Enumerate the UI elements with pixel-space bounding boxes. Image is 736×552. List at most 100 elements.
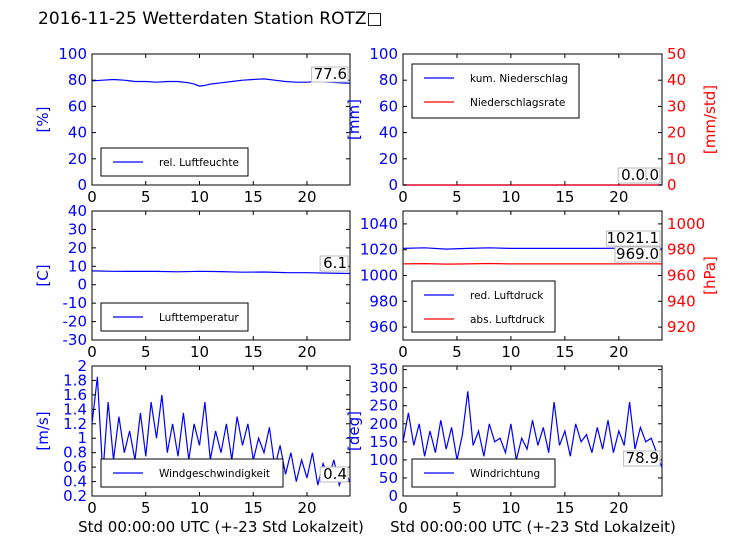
legend-box [411, 280, 556, 333]
panel-wind-direction: 0 5 10 15 20050100150200250300350[deg]Windri… [345, 361, 663, 517]
y-tick-label: 1 [77, 429, 87, 447]
x-tick-label: 10 [190, 499, 209, 517]
y-tick-label: 20 [68, 239, 87, 257]
panel-pressure: 0 5 10 15 20 960 980 1000 1020 1040 920 940 960 980 10… [360, 210, 719, 361]
value-annotation-box [319, 255, 349, 272]
x-axis-label-left: Std 00:00:00 UTC (+-23 Std Lokalzeit) [78, 518, 364, 536]
x-tick-label: 0 [87, 343, 97, 361]
panel-precipitation: 0 5 10 15 20 0 20 40 60 80 100 0 10 20 30 40 50 [mm] [mm/s… [345, 45, 719, 206]
y-tick-label: 40 [68, 202, 87, 220]
panel-humidity: 0 5 10 15 20 0 20 40 60 80 100 [%] rel. Luftfeuchte 7… [34, 45, 351, 206]
y-tick-label: -30 [63, 331, 88, 349]
y-tick-label: 150 [369, 433, 398, 451]
x-tick-label: 0 [87, 188, 97, 206]
x-tick-label: 5 [141, 343, 151, 361]
y-tick-label: 100 [369, 45, 398, 63]
figure-title-text: 2016-11-25 Wetterdaten Station ROTZ [38, 9, 367, 29]
x-tick-label: 20 [297, 499, 316, 517]
series-line [91, 270, 351, 275]
series-line [402, 262, 663, 265]
y-tick-label: 0.6 [63, 458, 87, 476]
y-tick-label: 20 [68, 150, 87, 168]
value-annotation: 77.6 [314, 65, 347, 83]
x-tick-label: 20 [297, 343, 316, 361]
x-tick-label: 10 [190, 343, 209, 361]
value-annotation-box [605, 230, 661, 247]
x-tick-label: 20 [609, 188, 628, 206]
x-tick-label: 15 [555, 188, 574, 206]
y-tick-label: 60 [68, 97, 87, 115]
y-axis-label: [%] [34, 107, 52, 133]
y2-tick-label: 10 [667, 150, 686, 168]
y-tick-label: 40 [68, 124, 87, 142]
legend-label: Lufttemperatur [159, 312, 239, 324]
value-annotation: 0.4 [323, 465, 347, 483]
y-tick-label: 60 [379, 97, 398, 115]
y-tick-label: 80 [68, 71, 87, 89]
y-axis-label: [deg] [345, 411, 363, 451]
y-tick-label: -20 [63, 313, 88, 331]
y-tick-label: 0 [388, 487, 398, 505]
y-tick-label: 200 [369, 415, 398, 433]
y-tick-label: 1.2 [63, 415, 87, 433]
legend-box [411, 63, 580, 119]
x-tick-label: 0 [398, 499, 408, 517]
y2-tick-label: 30 [667, 97, 686, 115]
y2-axis-label: [hPa] [701, 256, 719, 295]
x-tick-label: 15 [244, 343, 263, 361]
series-line [402, 391, 663, 468]
y-tick-label: 960 [369, 318, 398, 336]
y-axis-label: [mm] [345, 99, 363, 140]
legend-label: Windrichtung [470, 468, 540, 480]
y-tick-label: 1.8 [63, 371, 87, 389]
value-annotation-box [614, 246, 661, 263]
y-tick-label: 20 [379, 150, 398, 168]
x-tick-label: 0 [398, 343, 408, 361]
y2-tick-label: 0 [667, 176, 677, 194]
y-tick-label: 100 [369, 451, 398, 469]
figure-title: 2016-11-25 Wetterdaten Station ROTZ□ [38, 9, 383, 29]
value-annotation-box [311, 66, 349, 83]
y2-tick-label: 50 [667, 45, 686, 63]
x-tick-label: 20 [609, 499, 628, 517]
y-tick-label: 0.2 [63, 487, 87, 505]
y-tick-label: 1040 [360, 215, 398, 233]
value-annotation: 6.1 [323, 254, 347, 272]
x-tick-label: 5 [452, 499, 462, 517]
x-tick-label: 15 [555, 343, 574, 361]
y-tick-label: 1.4 [63, 400, 87, 418]
y-tick-label: 30 [68, 220, 87, 238]
y-tick-label: 0 [77, 276, 87, 294]
legend-label: kum. Niederschlag [470, 73, 568, 85]
x-tick-label: 10 [501, 188, 520, 206]
value-annotation: 78.9 [626, 449, 659, 467]
x-axis-label-right: Std 00:00:00 UTC (+-23 Std Lokalzeit) [390, 518, 676, 536]
missing-glyph-box: □ [366, 9, 383, 29]
y-tick-label: 250 [369, 397, 398, 415]
panel-wind-speed: 0 5 10 15 200.20.40.60.811.21.41.61.82[m/s]W… [34, 357, 351, 517]
series-line [91, 78, 351, 87]
x-tick-label: 10 [501, 499, 520, 517]
y-tick-label: 0 [77, 176, 87, 194]
y-tick-label: 0.4 [63, 473, 87, 491]
y-axis-label: [C] [34, 264, 52, 286]
x-tick-label: 15 [555, 499, 574, 517]
y-tick-label: 100 [58, 45, 87, 63]
value-annotation-box [319, 466, 349, 483]
legend-label: Niederschlagsrate [470, 97, 565, 109]
y-tick-label: 0 [388, 176, 398, 194]
legend-label: rel. Luftfeuchte [159, 157, 239, 169]
y2-tick-label: 1000 [667, 215, 705, 233]
y2-tick-label: 20 [667, 124, 686, 142]
y-tick-label: -10 [63, 294, 88, 312]
y2-tick-label: 980 [667, 241, 696, 259]
y2-tick-label: 40 [667, 71, 686, 89]
y-tick-label: 40 [379, 124, 398, 142]
x-tick-label: 15 [244, 188, 263, 206]
x-tick-label: 10 [190, 188, 209, 206]
x-tick-label: 0 [398, 188, 408, 206]
legend-label: red. Luftdruck [470, 290, 544, 302]
x-tick-label: 5 [141, 188, 151, 206]
x-tick-label: 20 [297, 188, 316, 206]
y-tick-label: 1.6 [63, 386, 87, 404]
